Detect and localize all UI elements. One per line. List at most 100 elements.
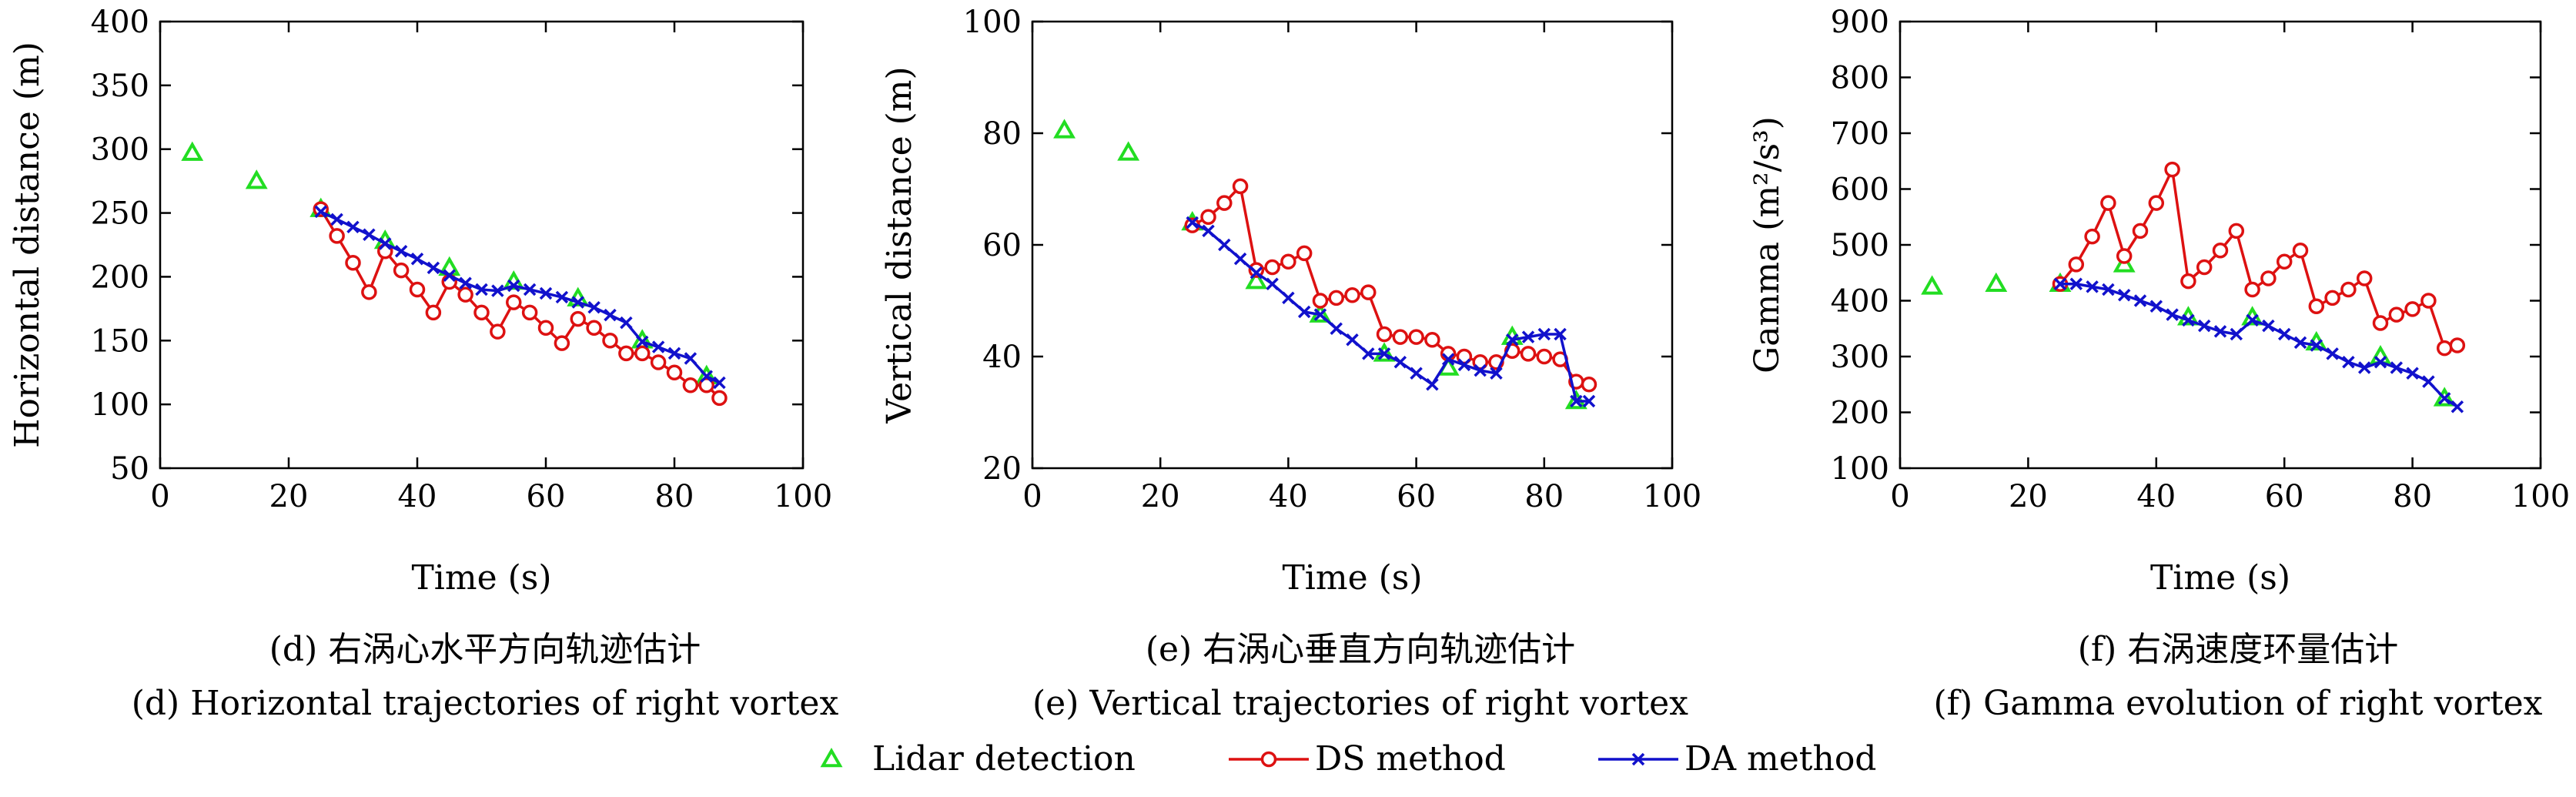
data-point — [490, 323, 506, 340]
data-point-stroke — [1521, 330, 1535, 343]
data-point — [2422, 375, 2435, 388]
data-point-stroke — [2166, 308, 2179, 321]
y-axis-label: Horizontal distance (m) — [8, 42, 47, 448]
legend-label: Lidar detection — [872, 739, 1136, 779]
data-point — [1921, 275, 1944, 295]
data-point-stroke — [2342, 356, 2355, 369]
data-point — [651, 340, 665, 353]
data-point-stroke — [394, 245, 408, 258]
x-tick-label: 40 — [2136, 479, 2176, 514]
data-point-stroke — [555, 290, 569, 304]
data-point — [506, 294, 522, 310]
x-tick-label: 60 — [1397, 479, 1436, 514]
x-tick-label: 40 — [398, 479, 437, 514]
data-point-stroke — [2102, 283, 2115, 296]
legend: Lidar detection DS method DA method — [820, 739, 1876, 779]
data-point — [2149, 300, 2163, 313]
panel-f: 0 20 40 60 80 100 100 200 300 400 500 600 700 800 900 T… — [1748, 5, 2570, 723]
data-point-stroke — [1474, 363, 1487, 377]
data-point — [667, 347, 681, 360]
data-point-stroke — [2086, 280, 2099, 293]
y-tick-label: 50 — [110, 451, 149, 487]
data-point-stroke — [1186, 216, 1199, 229]
y-tick-label: 800 — [1831, 61, 1889, 96]
data-point-stroke — [2230, 327, 2243, 341]
data-point — [2116, 248, 2133, 264]
data-point — [2117, 289, 2131, 302]
data-point — [2213, 325, 2227, 338]
data-point-stroke — [2246, 313, 2259, 327]
data-point — [1344, 287, 1360, 303]
data-point — [2356, 270, 2373, 286]
data-point — [473, 304, 490, 321]
data-point — [2420, 293, 2437, 309]
data-point-stroke — [1346, 333, 1359, 347]
data-point — [330, 213, 343, 226]
data-point-stroke — [1330, 322, 1343, 335]
data-point — [1521, 330, 1535, 343]
data-point — [2244, 281, 2260, 298]
y-tick-label: 80 — [982, 116, 1022, 152]
y-tick-label: 100 — [91, 387, 149, 423]
data-point — [1053, 119, 1076, 139]
data-point-stroke — [1441, 353, 1455, 366]
y-tick-label: 400 — [91, 5, 149, 40]
data-point — [393, 262, 410, 279]
data-point — [1296, 245, 1313, 262]
y-tick-label: 60 — [982, 228, 1022, 263]
y-tick-label: 150 — [91, 323, 149, 359]
data-point — [245, 169, 268, 189]
data-point — [361, 284, 377, 300]
data-point — [394, 245, 408, 258]
data-point-stroke — [1490, 367, 1503, 380]
series-ds-method — [313, 201, 728, 407]
data-point — [684, 352, 698, 365]
data-point — [1250, 266, 1263, 280]
data-point — [1297, 305, 1311, 319]
data-point — [2342, 356, 2355, 369]
caption-cn: (e) 右涡心垂直方向轨迹估计 — [1146, 630, 1575, 669]
data-point — [2102, 283, 2115, 296]
data-point — [2182, 313, 2195, 327]
y-tick-label: 20 — [982, 451, 1022, 487]
data-point-stroke — [1570, 394, 1583, 408]
caption-en: (e) Vertical trajectories of right vorte… — [1032, 684, 1688, 723]
data-point — [1490, 367, 1503, 380]
data-point-stroke — [1218, 238, 1231, 252]
x-tick-label: 0 — [1890, 479, 1909, 514]
y-tick-label: 400 — [1831, 284, 1889, 320]
y-tick-label: 350 — [91, 69, 149, 104]
data-point — [2100, 195, 2116, 211]
data-point-stroke — [587, 300, 601, 314]
data-point-stroke — [2406, 367, 2419, 380]
data-point — [2406, 367, 2419, 380]
data-point-stroke — [1554, 327, 1567, 341]
y-tick-label: 500 — [1831, 228, 1889, 263]
x-tick-label: 20 — [1141, 479, 1180, 514]
data-point — [711, 390, 728, 407]
data-point — [602, 333, 618, 349]
data-point-stroke — [667, 347, 681, 360]
data-point — [2433, 387, 2456, 407]
data-point-stroke — [684, 352, 698, 365]
legend-item-lidar-detection: Lidar detection — [820, 739, 1136, 779]
data-point-stroke — [2310, 339, 2323, 352]
data-point-stroke — [1393, 356, 1407, 369]
data-point — [2277, 327, 2291, 341]
data-point — [425, 304, 442, 321]
data-point — [2372, 315, 2389, 331]
data-point — [587, 300, 601, 314]
data-point — [2324, 290, 2340, 306]
data-point — [523, 283, 537, 296]
data-point — [491, 284, 504, 297]
data-point — [1200, 209, 1216, 225]
data-point — [2374, 356, 2387, 369]
data-point — [2164, 161, 2180, 178]
x-axis-label: Time (s) — [1282, 558, 1422, 598]
data-point — [2388, 306, 2405, 323]
data-point — [329, 228, 345, 244]
data-point — [475, 283, 488, 296]
y-tick-label: 100 — [963, 5, 1022, 40]
data-point — [1570, 394, 1583, 408]
